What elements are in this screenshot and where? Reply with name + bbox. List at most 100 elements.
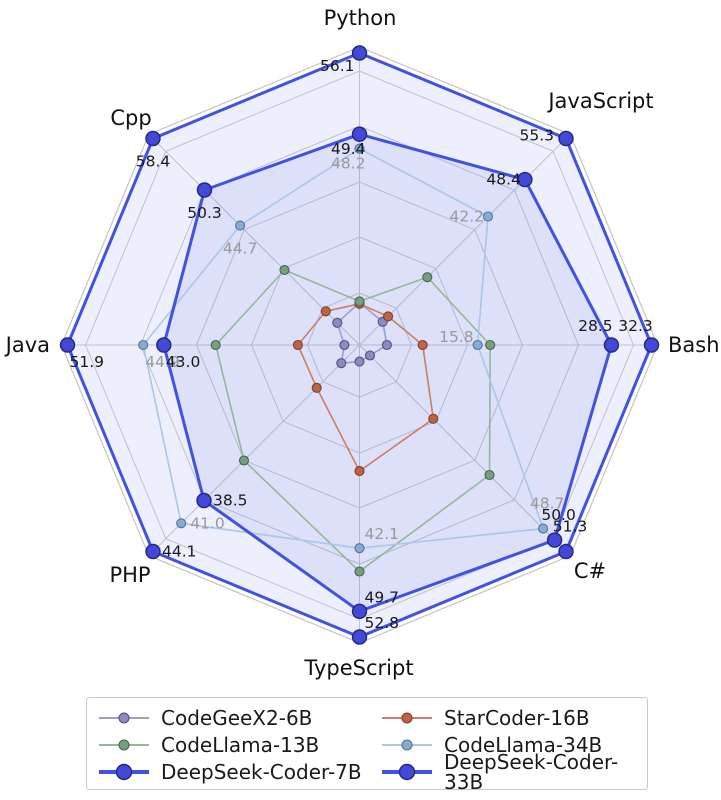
data-point-codellama-13b-bash <box>485 339 496 351</box>
legend-label: StarCoder-16B <box>444 706 590 730</box>
data-point-codellama-13b-c- <box>484 469 495 481</box>
legend-label: DeepSeek-Coder-33B <box>444 750 619 794</box>
series-area-deepseek-coder-33b <box>67 53 652 637</box>
data-point-deepseek-coder-33b-java <box>59 337 76 353</box>
value-label-deepseek-coder-7b-php: 38.5 <box>213 492 248 510</box>
value-label-deepseek-coder-33b-bash: 32.3 <box>618 317 653 335</box>
data-point-deepseek-coder-33b-php <box>145 543 161 560</box>
value-label-codellama-34b-java: 44.9 <box>145 353 180 371</box>
radar-chart: 48.2 42.2 15.8 48.7 42.1 41.0 44.9 44.7 49.4 48.4… <box>4 6 720 680</box>
data-point-starcoder-16b-c- <box>428 413 439 424</box>
value-label-deepseek-coder-33b-typescript: 52.8 <box>365 614 400 632</box>
data-point-deepseek-coder-33b-cpp <box>145 130 161 147</box>
data-point-codellama-13b-python <box>354 296 365 307</box>
data-point-deepseek-coder-7b-typescript <box>351 603 368 619</box>
data-point-starcoder-16b-typescript <box>354 466 365 477</box>
legend-marker-icon <box>382 712 432 724</box>
legend-item-starcoder-16b: StarCoder-16B <box>380 705 647 731</box>
data-point-deepseek-coder-7b-javascript <box>517 171 533 188</box>
legend: CodeGeeX2-6B StarCoder-16B CodeLlama-13B… <box>86 697 648 792</box>
value-label-codellama-34b-javascript: 42.2 <box>449 208 484 226</box>
data-point-codellama-34b-java <box>138 339 149 351</box>
data-point-starcoder-16b-javascript <box>383 311 394 322</box>
value-label-deepseek-coder-7b-python: 49.4 <box>331 140 366 158</box>
legend-marker-icon <box>382 739 432 751</box>
data-point-codellama-13b-typescript <box>354 566 365 577</box>
data-point-starcoder-16b-bash <box>417 339 428 351</box>
data-point-codegeex2-6b-c- <box>364 350 376 361</box>
data-point-codegeex2-6b-cpp <box>332 317 343 328</box>
value-label-deepseek-coder-33b-python: 56.1 <box>320 57 355 75</box>
data-point-deepseek-coder-7b-php <box>196 492 212 509</box>
data-point-codellama-13b-php <box>238 455 250 466</box>
data-point-codegeex2-6b-bash <box>381 339 392 351</box>
value-label-deepseek-coder-33b-java: 51.9 <box>70 353 105 371</box>
value-label-deepseek-coder-7b-java: 43.0 <box>166 353 201 371</box>
legend-marker-icon <box>99 763 149 781</box>
data-point-codellama-34b-cpp <box>235 220 246 231</box>
data-point-starcoder-16b-php <box>311 382 322 393</box>
axis-label-php: PHP <box>109 563 150 587</box>
legend-label: CodeGeeX2-6B <box>161 706 313 730</box>
value-label-codellama-34b-c-: 48.7 <box>530 495 565 513</box>
data-point-deepseek-coder-7b-bash <box>603 337 620 353</box>
data-point-codellama-34b-php <box>176 518 187 529</box>
axis-label-python: Python <box>324 6 397 30</box>
value-label-deepseek-coder-33b-php: 44.1 <box>162 543 197 561</box>
data-point-deepseek-coder-33b-python <box>351 45 368 61</box>
value-label-deepseek-coder-7b-bash: 28.5 <box>578 317 613 335</box>
value-label-deepseek-coder-7b-javascript: 48.4 <box>486 171 521 189</box>
data-point-codegeex2-6b-php <box>336 358 347 369</box>
legend-marker-icon <box>382 763 432 781</box>
legend-label: DeepSeek-Coder-7B <box>161 760 362 784</box>
data-point-deepseek-coder-33b-typescript <box>351 629 368 645</box>
axis-label-java: Java <box>4 333 50 357</box>
data-point-codellama-34b-typescript <box>354 543 365 554</box>
data-point-starcoder-16b-java <box>292 339 303 351</box>
data-point-deepseek-coder-7b-python <box>351 126 368 142</box>
value-label-codellama-34b-cpp: 44.7 <box>223 240 258 258</box>
legend-marker-icon <box>99 712 149 724</box>
data-point-deepseek-coder-33b-c- <box>558 543 574 560</box>
value-label-deepseek-coder-33b-javascript: 55.3 <box>519 127 554 145</box>
data-point-codellama-34b-bash <box>472 339 483 351</box>
axis-label-cpp: Cpp <box>110 106 151 130</box>
axis-spoke <box>359 344 571 557</box>
data-point-codegeex2-6b-java <box>339 339 350 351</box>
axis-label-bash: Bash <box>668 333 720 357</box>
data-point-codellama-13b-javascript <box>422 272 433 283</box>
value-label-codellama-34b-bash: 15.8 <box>439 328 474 346</box>
data-point-codellama-34b-python <box>354 143 365 154</box>
value-label-deepseek-coder-7b-c-: 50.0 <box>541 506 576 524</box>
data-point-codegeex2-6b-typescript <box>354 356 365 367</box>
data-point-deepseek-coder-7b-java <box>156 337 172 353</box>
data-point-deepseek-coder-7b-c- <box>546 532 563 548</box>
data-point-codellama-13b-java <box>210 339 221 351</box>
data-point-starcoder-16b-cpp <box>320 306 331 317</box>
data-point-deepseek-coder-7b-cpp <box>196 182 213 198</box>
data-point-deepseek-coder-33b-bash <box>643 337 660 353</box>
legend-item-deepseek-coder-33b: DeepSeek-Coder-33B <box>380 752 647 792</box>
data-point-deepseek-coder-33b-javascript <box>558 130 574 147</box>
legend-item-codegeex2-6b: CodeGeeX2-6B <box>97 705 380 731</box>
value-label-deepseek-coder-7b-typescript: 49.7 <box>365 588 400 606</box>
value-label-deepseek-coder-33b-cpp: 58.4 <box>136 153 171 171</box>
axis-label-javascript: JavaScript <box>546 89 653 113</box>
legend-marker-icon <box>99 739 149 751</box>
value-label-codellama-34b-python: 48.2 <box>331 155 366 173</box>
legend-label: CodeLlama-34B <box>444 733 603 757</box>
legend-item-codellama-34b: CodeLlama-34B <box>380 732 647 758</box>
data-point-codellama-34b-c- <box>538 523 549 534</box>
value-label-deepseek-coder-33b-c-: 51.3 <box>553 518 588 536</box>
value-label-codellama-34b-php: 41.0 <box>190 514 225 532</box>
axis-spoke <box>359 133 571 346</box>
legend-label: CodeLlama-13B <box>161 733 320 757</box>
legend-item-deepseek-coder-7b: DeepSeek-Coder-7B <box>97 759 380 785</box>
axis-label-c-: C# <box>574 559 606 583</box>
data-point-codellama-34b-javascript <box>482 211 494 222</box>
value-label-deepseek-coder-7b-cpp: 50.3 <box>187 204 222 222</box>
value-label-codellama-34b-typescript: 42.1 <box>365 525 400 543</box>
data-point-codellama-13b-cpp <box>279 264 290 276</box>
axis-label-typescript: TypeScript <box>303 656 413 680</box>
legend-item-codellama-13b: CodeLlama-13B <box>97 732 380 758</box>
